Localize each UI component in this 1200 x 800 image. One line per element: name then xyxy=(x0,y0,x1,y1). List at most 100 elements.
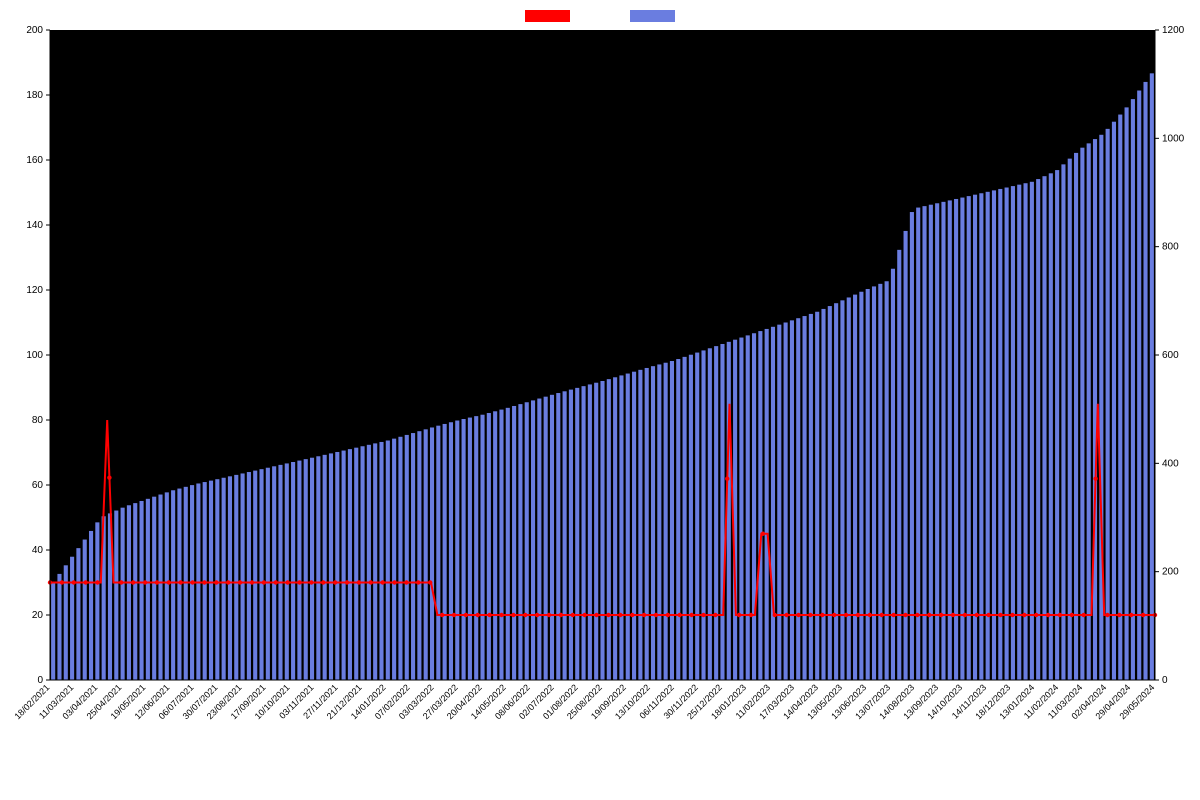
bar xyxy=(171,490,175,680)
line-marker xyxy=(844,613,848,617)
bar xyxy=(803,316,807,680)
line-marker xyxy=(297,580,301,584)
bar xyxy=(1042,176,1046,680)
line-marker xyxy=(606,613,610,617)
line-marker xyxy=(1129,613,1133,617)
line-marker xyxy=(963,613,967,617)
bar xyxy=(657,364,661,680)
line-marker xyxy=(1117,613,1121,617)
line-marker xyxy=(440,613,444,617)
bar xyxy=(916,208,920,680)
bar xyxy=(771,327,775,680)
line-marker xyxy=(559,613,563,617)
bar xyxy=(904,231,908,680)
bar xyxy=(935,203,939,680)
left-axis-tick-label: 80 xyxy=(32,415,44,426)
bar xyxy=(1074,153,1078,680)
bar xyxy=(247,472,251,680)
bar xyxy=(828,306,832,680)
line-marker xyxy=(1105,613,1109,617)
bar xyxy=(392,439,396,680)
bar xyxy=(998,189,1002,680)
line-marker xyxy=(939,613,943,617)
line-marker xyxy=(630,613,634,617)
bar xyxy=(373,443,377,680)
line-marker xyxy=(1070,613,1074,617)
line-marker xyxy=(369,580,373,584)
bar xyxy=(796,318,800,680)
line-marker xyxy=(404,580,408,584)
bar xyxy=(449,422,453,680)
bar xyxy=(209,481,213,680)
bar xyxy=(114,511,118,680)
bar xyxy=(474,416,478,680)
line-marker xyxy=(535,613,539,617)
bar xyxy=(739,338,743,680)
bar xyxy=(342,451,346,680)
line-marker xyxy=(511,613,515,617)
bar xyxy=(215,479,219,680)
line-marker xyxy=(784,613,788,617)
bar xyxy=(1150,73,1154,680)
bar xyxy=(253,471,257,680)
line-marker xyxy=(701,613,705,617)
line-marker xyxy=(594,613,598,617)
bar xyxy=(228,476,232,680)
line-marker xyxy=(856,613,860,617)
bar xyxy=(140,501,144,680)
bar xyxy=(57,574,61,680)
line-marker xyxy=(654,613,658,617)
line-marker xyxy=(1022,613,1026,617)
line-marker xyxy=(190,580,194,584)
bar xyxy=(278,465,282,680)
bar xyxy=(310,458,314,680)
line-marker xyxy=(761,532,765,536)
right-axis-tick-label: 600 xyxy=(1162,350,1179,361)
line-marker xyxy=(1141,613,1145,617)
bar xyxy=(891,269,895,680)
bar xyxy=(746,335,750,680)
bar xyxy=(89,531,93,680)
left-axis-tick-label: 140 xyxy=(26,220,43,231)
bar xyxy=(752,333,756,680)
line-marker xyxy=(119,580,123,584)
left-axis-tick-label: 160 xyxy=(26,155,43,166)
bar xyxy=(720,344,724,680)
bar xyxy=(847,297,851,680)
line-marker xyxy=(83,580,87,584)
line-marker xyxy=(416,580,420,584)
bar xyxy=(323,455,327,680)
bar xyxy=(834,303,838,680)
bar xyxy=(941,202,945,680)
bar xyxy=(297,461,301,680)
bar xyxy=(582,386,586,680)
bar xyxy=(556,393,560,680)
bar xyxy=(689,355,693,680)
line-marker xyxy=(202,580,206,584)
line-marker xyxy=(60,580,64,584)
bar xyxy=(910,212,914,680)
bar xyxy=(758,331,762,680)
bar xyxy=(127,505,131,680)
line-marker xyxy=(832,613,836,617)
bar xyxy=(487,413,491,680)
right-axis-tick-label: 200 xyxy=(1162,567,1179,578)
left-axis-tick-label: 180 xyxy=(26,90,43,101)
bar xyxy=(165,492,169,680)
bar xyxy=(1005,188,1009,680)
line-marker xyxy=(951,613,955,617)
bar xyxy=(859,292,863,680)
line-marker xyxy=(547,613,551,617)
chart-container: 0204060801001201401601802000200400600800… xyxy=(0,0,1200,800)
bar xyxy=(518,404,522,680)
bar xyxy=(234,475,238,680)
bar xyxy=(455,421,459,680)
bar xyxy=(266,468,270,680)
line-marker xyxy=(499,613,503,617)
line-marker xyxy=(131,580,135,584)
bar xyxy=(563,391,567,680)
bar xyxy=(948,200,952,680)
line-marker xyxy=(773,613,777,617)
bar xyxy=(348,449,352,680)
bar xyxy=(954,199,958,680)
